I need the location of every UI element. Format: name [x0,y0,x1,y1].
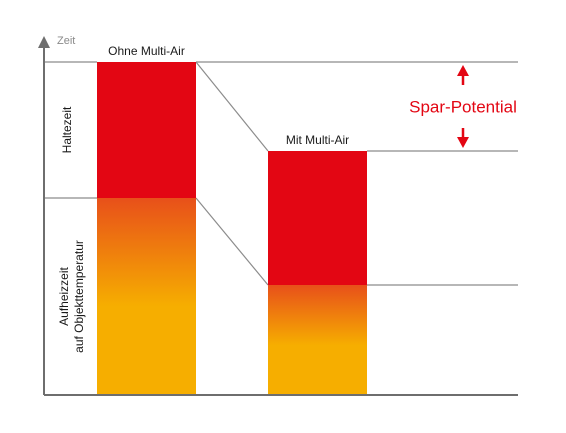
category-label-2: Mit Multi-Air [286,133,349,147]
labels: Ohne Multi-Air Mit Multi-Air Zeit Haltezeit… [57,35,349,353]
y-axis-label: Zeit [57,35,75,47]
bars [97,62,367,395]
guide-diagonal-total [195,61,269,152]
bar-hold-2 [268,151,367,285]
category-label-1: Ohne Multi-Air [108,44,185,58]
bar-hold-1 [97,62,196,198]
bar-heat-2 [268,285,367,395]
y-axis-arrow-icon [38,36,50,48]
arrow-down-icon [457,137,469,148]
segment-label-line-2: auf Objekttemperatur [72,240,86,353]
axes [38,36,518,396]
segment-label-aufheizzeit: Aufheizzeitauf Objekttemperatur [57,240,86,353]
guide-lines [44,61,518,286]
arrow-up-icon [457,65,469,76]
spar-potential-annotation: Spar-Potential [409,65,517,148]
guide-diagonal-heat [195,197,269,286]
segment-label-line-1: Aufheizzeit [57,266,71,325]
segment-label-haltezeit: Haltezeit [60,106,74,153]
bar-heat-1 [97,198,196,395]
annotation-label: Spar-Potential [409,98,517,117]
